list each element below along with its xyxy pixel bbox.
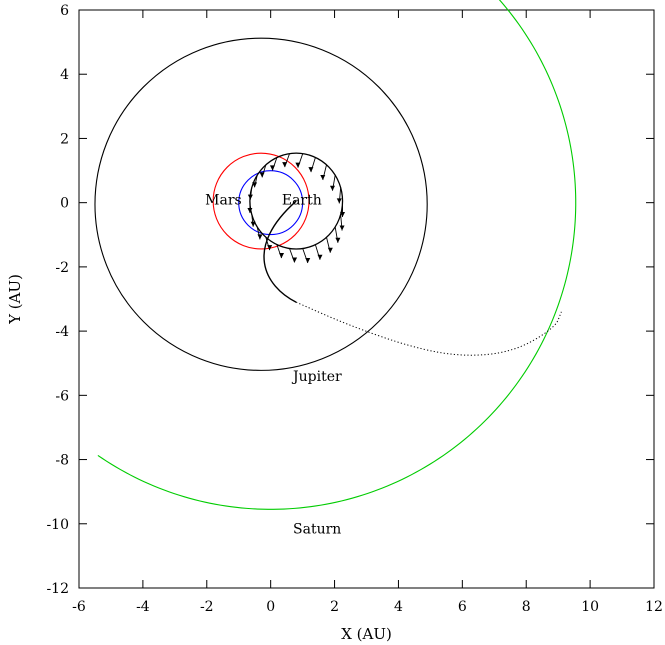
jupiter-orbit — [94, 37, 428, 371]
x-tick-label: -6 — [72, 599, 86, 615]
thrust-arrowhead — [308, 167, 314, 173]
thrust-arrowhead — [247, 208, 253, 214]
y-tick-label: -10 — [46, 517, 69, 533]
x-tick-label: 4 — [394, 599, 403, 615]
y-tick-label: -12 — [46, 581, 69, 597]
x-tick-label: 8 — [522, 599, 531, 615]
thrust-arrowhead — [295, 162, 301, 168]
y-axis-ticks: -12 -10 -8 -6 -4 -2 0 2 4 6 — [46, 3, 654, 597]
y-tick-label: 6 — [60, 3, 69, 19]
y-tick-label: -2 — [55, 260, 69, 276]
thrust-arrowhead — [269, 165, 275, 171]
x-axis-title: X (AU) — [341, 625, 392, 643]
thrust-arrowhead — [327, 247, 333, 253]
y-tick-label: -6 — [55, 388, 69, 404]
x-axis-ticks: -6 -4 -2 0 2 4 6 8 10 12 — [72, 10, 663, 615]
mars-label: Mars — [205, 192, 242, 208]
thrust-arrowhead — [320, 174, 326, 180]
thrust-arrowhead — [282, 162, 288, 168]
trajectory-tail — [263, 200, 297, 303]
x-tick-label: -4 — [136, 599, 150, 615]
x-tick-label: 2 — [330, 599, 339, 615]
x-tick-label: 10 — [581, 599, 599, 615]
thrust-arrowhead — [305, 258, 311, 264]
earth-orbit — [238, 170, 304, 236]
thrust-arrowhead — [340, 212, 346, 218]
mars-orbit — [212, 152, 310, 250]
y-tick-label: 4 — [60, 67, 69, 83]
thrust-arrowhead — [329, 185, 335, 191]
thrust-arrowhead — [252, 182, 258, 188]
x-tick-label: 12 — [645, 599, 663, 615]
thrust-arrowhead — [247, 194, 253, 200]
y-axis-title: Y (AU) — [6, 274, 24, 325]
thrust-arrowhead — [335, 237, 341, 243]
y-tick-label: -4 — [55, 324, 69, 340]
jupiter-label: Jupiter — [291, 369, 342, 385]
trajectory-coast-dotted — [296, 301, 562, 356]
thrust-arrowhead — [339, 225, 345, 231]
orbit-labels: Mars Earth Jupiter Saturn — [205, 192, 342, 537]
thrust-arrowhead — [336, 198, 342, 204]
thrust-arrowhead — [267, 245, 273, 251]
thrust-arrowhead — [250, 221, 256, 227]
thrust-arrowhead — [257, 234, 263, 240]
x-tick-label: 6 — [458, 599, 467, 615]
saturn-label: Saturn — [293, 521, 341, 537]
thrust-arrowhead — [317, 254, 323, 260]
y-tick-label: 0 — [60, 196, 69, 212]
x-tick-label: 0 — [266, 599, 275, 615]
earth-label: Earth — [282, 192, 322, 208]
y-tick-label: 2 — [60, 131, 69, 147]
series-layer — [94, 0, 577, 510]
y-tick-label: -8 — [55, 453, 69, 469]
saturn-orbit — [97, 0, 577, 510]
thrust-arrowhead — [259, 172, 265, 178]
plot-frame — [78, 9, 655, 589]
thrust-arrowhead — [292, 257, 298, 263]
x-tick-label: -2 — [200, 599, 214, 615]
thrust-arrowhead — [279, 253, 285, 259]
thrust-arrows — [247, 153, 346, 264]
